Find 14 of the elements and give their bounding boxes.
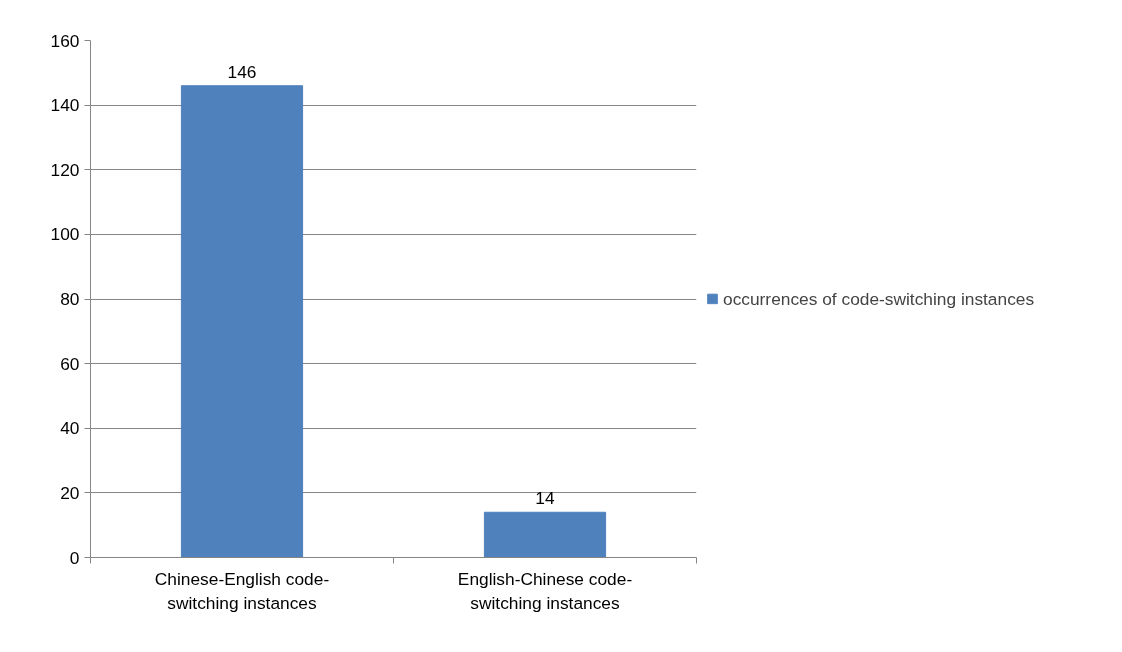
x-tick-label: English-Chinese code-switching instances [457, 568, 633, 613]
y-tick-label: 80 [60, 289, 80, 309]
data-label: 146 [227, 61, 257, 82]
y-tick-label: 40 [60, 418, 80, 439]
y-tick-label: 20 [60, 482, 80, 503]
legend-label: occurrences of code-switching instances [723, 288, 1035, 309]
y-tick-label: 120 [50, 159, 80, 180]
data-label: 14 [535, 488, 555, 509]
x-tick-label: Chinese-English code-switching instances [154, 568, 330, 613]
y-tick-label: 60 [60, 353, 80, 374]
y-tick-label: 160 [50, 30, 80, 51]
y-tick-label: 0 [69, 547, 80, 568]
y-tick-label: 100 [50, 224, 80, 245]
y-tick-label: 140 [50, 95, 80, 116]
